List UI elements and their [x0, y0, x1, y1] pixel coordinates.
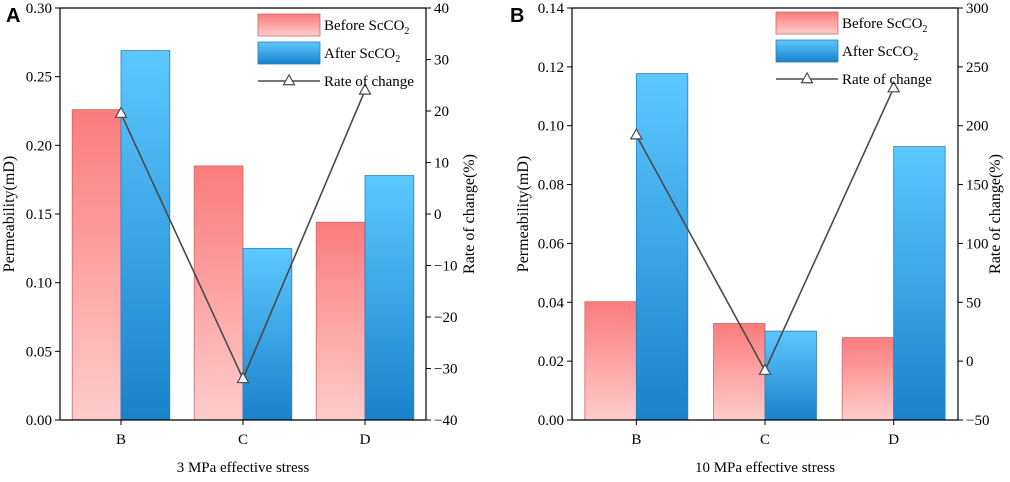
x-tick-label-d: D — [360, 432, 371, 448]
y2-tick-label: 50 — [966, 295, 981, 311]
bar-before-d — [315, 221, 366, 421]
y2-tick-label: 10 — [434, 156, 449, 172]
y2-tick-label: −30 — [434, 362, 457, 378]
x-tick-label-b: B — [631, 432, 641, 448]
y2-tick-label: 150 — [966, 178, 989, 194]
y-tick-label: 0.04 — [538, 295, 565, 311]
bar-after-c — [764, 330, 817, 421]
x-tick-label-d: D — [888, 432, 899, 448]
y-tick-label: 0.05 — [26, 344, 52, 360]
y-axis-title: Permeability(mD) — [515, 156, 532, 272]
bar-after-b — [635, 73, 689, 421]
y-tick-label: 0.14 — [538, 1, 565, 17]
x-tick-label-c: C — [760, 432, 770, 448]
y-tick-label: 0.00 — [538, 413, 564, 429]
legend-label-after: After ScCO2 — [842, 44, 918, 63]
bar-before-b — [71, 109, 122, 421]
bar-after-d — [893, 146, 946, 421]
x-tick-label-b: B — [116, 432, 126, 448]
y2-tick-label: −40 — [434, 413, 457, 429]
y-tick-label: 0.25 — [26, 70, 52, 86]
legend-label-rate: Rate of change — [324, 74, 414, 90]
y2-tick-label: 40 — [434, 1, 449, 17]
y-tick-label: 0.02 — [538, 354, 564, 370]
y2-tick-label: 20 — [434, 104, 449, 120]
chart-panel-a: 0.00 0.05 0.10 0.15 0.20 0.25 0.30 −40 −30 −20 −10… — [1, 1, 478, 476]
legend-label-before: Before ScCO2 — [842, 16, 927, 35]
bar-after-c — [242, 247, 293, 421]
panel-letter: B — [510, 5, 524, 27]
y-tick-label: 0.30 — [26, 1, 52, 17]
legend-label-after: After ScCO2 — [324, 46, 400, 65]
bar-before-c — [713, 323, 766, 421]
y-tick-label: 0.15 — [26, 207, 52, 223]
legend-label-rate: Rate of change — [842, 72, 932, 88]
y-axis-title: Permeability(mD) — [1, 156, 18, 272]
legend-swatch-after — [775, 39, 839, 63]
bar-after-b — [120, 50, 171, 421]
rate-marker-c — [758, 363, 772, 375]
y2-axis-title: Rate of change(%) — [987, 154, 1004, 274]
y2-tick-label: 200 — [966, 119, 989, 135]
y2-tick-label: 300 — [966, 1, 989, 17]
bar-before-c — [193, 165, 244, 421]
chart-panel-b: 0.00 0.02 0.04 0.06 0.08 0.10 0.12 0.14 −50 0 50 10… — [510, 1, 1004, 476]
legend-line-marker — [800, 71, 814, 84]
y-tick-label: 0.20 — [26, 138, 52, 154]
legend-line-marker — [282, 73, 296, 86]
bar-after-d — [364, 175, 415, 421]
rate-marker-c — [236, 371, 250, 384]
legend-swatch-before — [257, 13, 321, 37]
legend-label-before: Before ScCO2 — [324, 18, 409, 37]
y2-tick-label: 250 — [966, 60, 989, 76]
y2-tick-label: −20 — [434, 310, 457, 326]
y2-tick-label: 100 — [966, 236, 989, 252]
legend-swatch-after — [257, 41, 321, 65]
y-tick-label: 0.06 — [538, 236, 565, 252]
y2-tick-label: −50 — [966, 413, 989, 429]
y-tick-label: 0.12 — [538, 60, 564, 76]
bar-before-d — [841, 337, 895, 421]
y-tick-label: 0.08 — [538, 178, 564, 194]
rate-marker-b — [114, 106, 128, 118]
x-tick-label-c: C — [238, 432, 248, 448]
y-tick-label: 0.10 — [538, 119, 564, 135]
y-tick-label: 0.00 — [26, 413, 52, 429]
legend: Before ScCO2 After ScCO2 Rate of change — [775, 11, 932, 88]
x-axis-title: 3 MPa effective stress — [177, 460, 310, 476]
y2-tick-label: 0 — [966, 354, 974, 370]
rate-marker-d — [358, 83, 372, 95]
rate-marker-d — [887, 80, 901, 93]
panel-letter: A — [6, 5, 20, 27]
legend-swatch-before — [775, 11, 839, 35]
y-tick-label: 0.10 — [26, 276, 52, 292]
rate-marker-b — [629, 127, 643, 140]
x-axis-title: 10 MPa effective stress — [695, 460, 835, 476]
y2-tick-label: −10 — [434, 259, 457, 275]
y2-axis-title: Rate of change(%) — [461, 154, 478, 274]
legend: Before ScCO2 After ScCO2 Rate of change — [257, 13, 414, 90]
bar-before-b — [584, 301, 637, 421]
y2-tick-label: 0 — [434, 207, 442, 223]
y2-tick-label: 30 — [434, 53, 449, 69]
